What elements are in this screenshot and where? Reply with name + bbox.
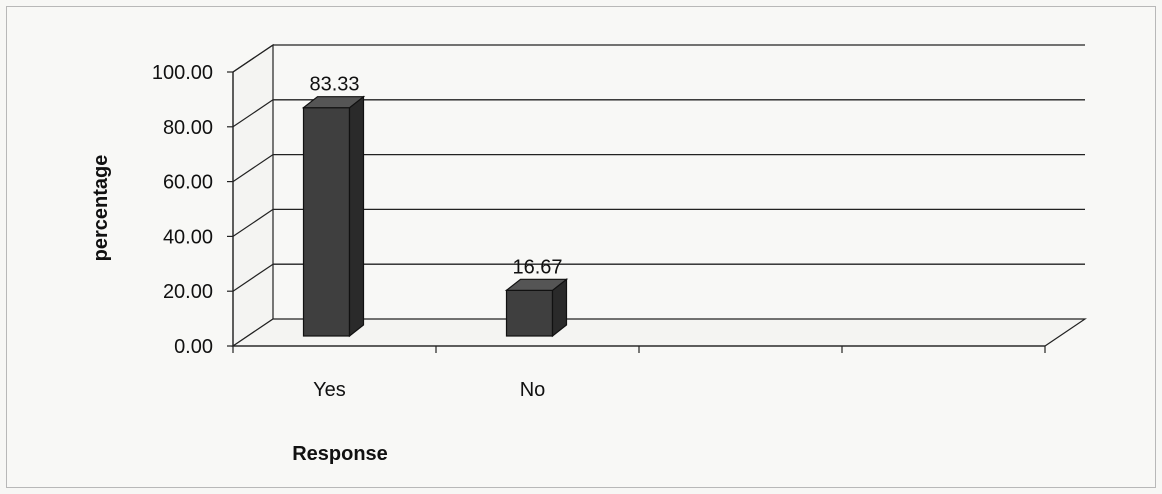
y-tick-label: 20.00 [163, 281, 213, 303]
category-label: Yes [313, 379, 346, 401]
bars [301, 95, 569, 338]
y-tick-label: 60.00 [163, 172, 213, 194]
y-tick-label: 100.00 [152, 62, 213, 84]
y-tick-label: 40.00 [163, 226, 213, 248]
axes [232, 72, 1046, 353]
data-label: 83.33 [309, 74, 359, 96]
gridline-side [232, 208, 274, 237]
gridline-side [232, 99, 274, 128]
gridline-side [232, 44, 274, 73]
bar-front [302, 107, 351, 337]
gridline-side [232, 154, 274, 183]
category-labels: Yes No [313, 379, 545, 401]
bar-yes [301, 95, 366, 338]
y-tick-label: 0.00 [174, 336, 213, 358]
y-tick-labels: 0.00 20.00 40.00 60.00 80.00 100.00 [152, 62, 213, 358]
bar-top [301, 96, 366, 109]
data-labels: 83.33 16.67 [309, 74, 562, 279]
bar-side [348, 95, 365, 338]
gridline-side [232, 263, 274, 292]
gridlines [227, 44, 1085, 347]
bar-top [504, 278, 569, 291]
bar-no [504, 278, 569, 338]
category-label: No [520, 379, 546, 401]
bar-front [505, 289, 554, 337]
chart-frame [6, 6, 1156, 488]
data-label: 16.67 [512, 256, 562, 278]
y-axis-title: percentage [90, 155, 112, 262]
x-axis-title: Response [292, 443, 388, 465]
y-tick-label: 80.00 [163, 117, 213, 139]
side-wall [232, 43, 274, 348]
